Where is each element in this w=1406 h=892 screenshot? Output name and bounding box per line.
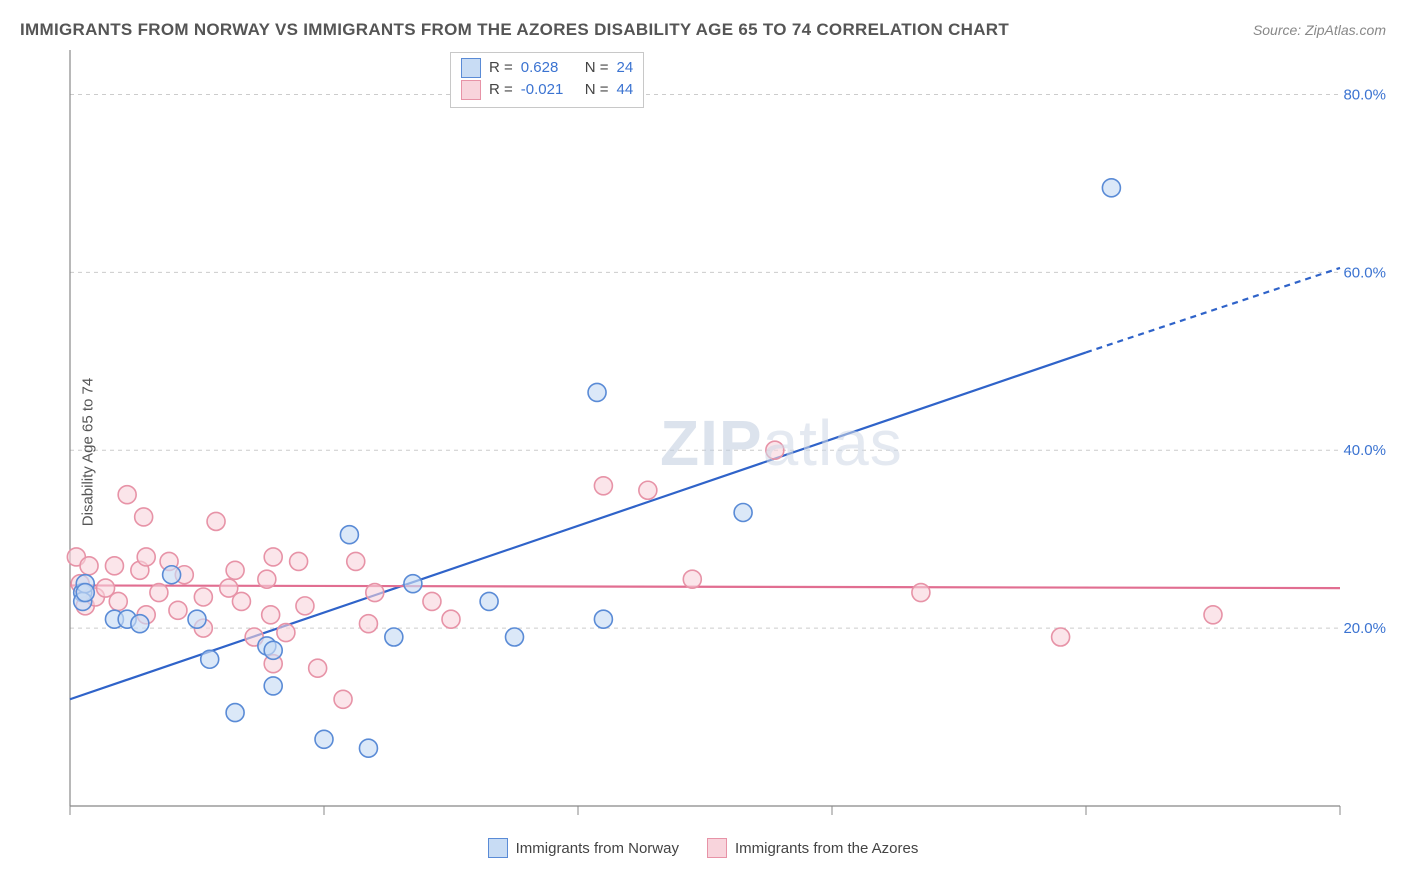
page-title: IMMIGRANTS FROM NORWAY VS IMMIGRANTS FRO…: [20, 20, 1009, 40]
r-label: R =: [489, 79, 513, 101]
data-point: [105, 557, 123, 575]
r-value: -0.021: [521, 79, 577, 101]
data-point: [366, 584, 384, 602]
data-point: [188, 610, 206, 628]
legend-item: Immigrants from the Azores: [707, 838, 918, 858]
data-point: [334, 690, 352, 708]
data-point: [347, 552, 365, 570]
data-point: [912, 584, 930, 602]
data-point: [588, 383, 606, 401]
data-point: [226, 561, 244, 579]
data-point: [315, 730, 333, 748]
legend-item-label: Immigrants from the Azores: [735, 840, 918, 857]
source-label: Source: ZipAtlas.com: [1253, 22, 1386, 38]
legend-stats-row: R = 0.628 N = 24: [461, 57, 633, 79]
data-point: [169, 601, 187, 619]
data-point: [423, 592, 441, 610]
legend-series: Immigrants from Norway Immigrants from t…: [20, 838, 1386, 858]
legend-stats: R = 0.628 N = 24 R = -0.021 N = 44: [450, 52, 644, 108]
data-point: [277, 624, 295, 642]
chart-container: Disability Age 65 to 74 20.0% 40.0% 60.0% 8…: [20, 46, 1386, 858]
data-point: [442, 610, 460, 628]
data-point: [639, 481, 657, 499]
data-point: [1204, 606, 1222, 624]
data-point: [264, 548, 282, 566]
data-point: [80, 557, 98, 575]
legend-item: Immigrants from Norway: [488, 838, 679, 858]
data-point: [340, 526, 358, 544]
data-point: [1102, 179, 1120, 197]
data-point: [480, 592, 498, 610]
data-point: [262, 606, 280, 624]
data-point: [594, 610, 612, 628]
data-point: [309, 659, 327, 677]
data-point: [118, 486, 136, 504]
swatch-blue-icon: [488, 838, 508, 858]
data-point: [359, 615, 377, 633]
data-point: [226, 704, 244, 722]
data-point: [232, 592, 250, 610]
r-label: R =: [489, 57, 513, 79]
data-point: [137, 548, 155, 566]
data-point: [109, 592, 127, 610]
data-point: [766, 441, 784, 459]
svg-text:60.0%: 60.0%: [1343, 264, 1386, 281]
data-point: [163, 566, 181, 584]
r-value: 0.628: [521, 57, 577, 79]
svg-text:20.0%: 20.0%: [1343, 620, 1386, 637]
data-point: [207, 512, 225, 530]
data-point: [734, 503, 752, 521]
data-point: [385, 628, 403, 646]
data-point: [264, 677, 282, 695]
data-point: [1052, 628, 1070, 646]
data-point: [296, 597, 314, 615]
data-point: [290, 552, 308, 570]
swatch-pink-icon: [461, 80, 481, 100]
data-point: [506, 628, 524, 646]
data-point: [683, 570, 701, 588]
n-value: 44: [617, 79, 634, 101]
svg-text:40.0%: 40.0%: [1343, 442, 1386, 459]
svg-text:80.0%: 80.0%: [1343, 86, 1386, 103]
data-point: [131, 615, 149, 633]
n-label: N =: [585, 79, 609, 101]
scatter-chart: 20.0% 40.0% 60.0% 80.0%: [20, 46, 1386, 858]
y-axis-label: Disability Age 65 to 74: [80, 378, 97, 526]
data-point: [135, 508, 153, 526]
data-point: [194, 588, 212, 606]
n-label: N =: [585, 57, 609, 79]
legend-item-label: Immigrants from Norway: [516, 840, 679, 857]
data-point: [404, 575, 422, 593]
legend-stats-row: R = -0.021 N = 44: [461, 79, 633, 101]
data-point: [76, 584, 94, 602]
data-point: [359, 739, 377, 757]
data-point: [594, 477, 612, 495]
data-point: [150, 584, 168, 602]
swatch-pink-icon: [707, 838, 727, 858]
n-value: 24: [617, 57, 634, 79]
data-point: [264, 641, 282, 659]
swatch-blue-icon: [461, 58, 481, 78]
data-point: [201, 650, 219, 668]
data-point: [258, 570, 276, 588]
